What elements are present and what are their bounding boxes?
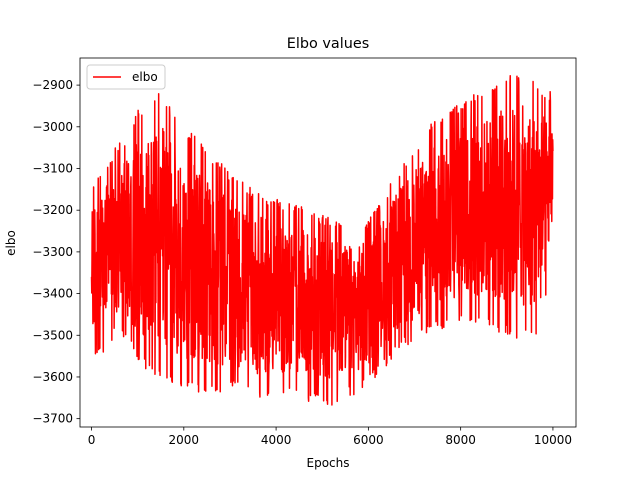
- legend-box: [86, 64, 166, 90]
- y-tick-label-1: −3600: [32, 370, 73, 384]
- x-tick-label-2: 4000: [261, 433, 292, 447]
- x-tick-label-3: 6000: [353, 433, 384, 447]
- series-line-1: [90, 74, 554, 406]
- y-tick-label-3: −3400: [32, 287, 73, 301]
- y-axis-label: elbo: [4, 230, 18, 256]
- legend-label-1: elbo: [132, 70, 158, 84]
- y-tick-label-0: −3700: [32, 412, 73, 426]
- x-tick-label-1: 2000: [169, 433, 200, 447]
- legend: elbo: [86, 64, 166, 90]
- x-tick-label-0: 0: [88, 433, 96, 447]
- y-tick-label-7: −3000: [32, 120, 73, 134]
- x-tick-label-5: 10000: [534, 433, 572, 447]
- y-tick-label-8: −2900: [32, 78, 73, 92]
- y-tick-label-4: −3300: [32, 245, 73, 259]
- chart-title: Elbo values: [287, 36, 369, 52]
- axes: 0 2000 4000 6000 8000 10000 −3700 −3600 −3500 −34…: [32, 57, 577, 447]
- x-axis-label: Epochs: [307, 456, 350, 470]
- plot-area: [90, 74, 554, 406]
- y-tick-label-2: −3500: [32, 328, 73, 342]
- y-tick-label-6: −3100: [32, 161, 73, 175]
- y-tick-label-5: −3200: [32, 203, 73, 217]
- axes-frame: [79, 57, 577, 428]
- x-tick-label-4: 8000: [445, 433, 476, 447]
